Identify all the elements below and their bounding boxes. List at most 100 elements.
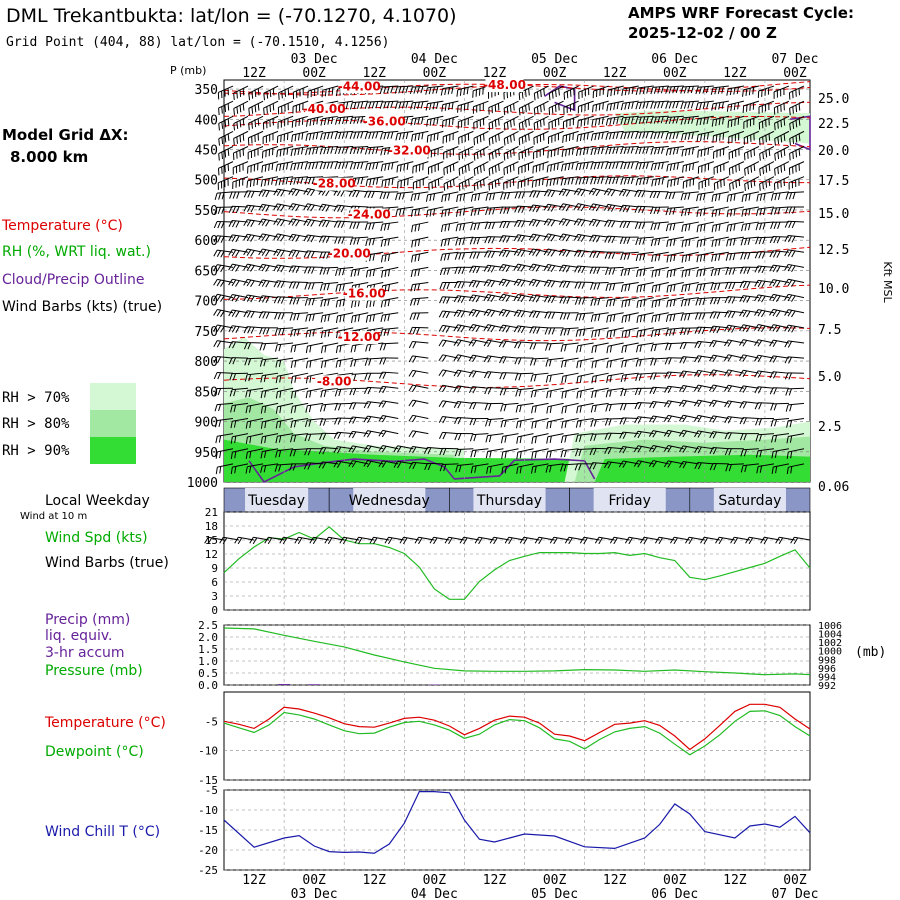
wind-barb-flag	[311, 298, 315, 306]
wind-barb-flag	[579, 134, 582, 142]
wind-barb-flag	[439, 296, 443, 304]
wind-barb-flag	[696, 225, 699, 233]
wind-barb-flag	[672, 207, 676, 215]
wind-barb-flag	[440, 224, 444, 233]
wind-barb-flag	[444, 239, 447, 247]
wind-barb-flag	[413, 117, 417, 126]
wind-barb-staff	[502, 309, 519, 314]
wind-barb-flag	[414, 269, 417, 277]
wind-barb-flag	[515, 405, 519, 413]
wind-barb-flag	[353, 116, 357, 124]
wind-barb-flag	[363, 387, 368, 395]
wind-barb-flag	[251, 91, 254, 99]
wind-barb-flag	[733, 208, 736, 216]
wind-barb-staff	[697, 266, 714, 271]
wind-barb-flag	[436, 101, 439, 109]
wind-barb-flag	[372, 314, 375, 322]
wind-barb-flag	[386, 86, 390, 94]
wind-barb-flag	[294, 134, 297, 142]
wind-barb-flag	[271, 162, 274, 170]
wind-barb-flag	[207, 537, 213, 545]
wind-barb-flag	[462, 208, 466, 216]
wind-barb-flag	[368, 238, 372, 246]
wind-barb-flag	[657, 131, 661, 139]
wind-barb-staff	[232, 418, 249, 422]
wind-barb-flag	[728, 448, 732, 456]
wind-barb-flag	[753, 163, 756, 172]
wind-barb-flag	[639, 359, 642, 367]
wind-barb-flag	[414, 133, 417, 141]
wind-barb-flag	[246, 249, 252, 256]
pressure-tick-label: 1002	[818, 638, 842, 649]
wind-barb-flag	[777, 222, 781, 229]
wind-barb-flag	[408, 462, 413, 469]
wind-barb-staff	[578, 100, 594, 107]
wind-barb-flag	[762, 208, 766, 216]
wind-barb-flag	[494, 135, 497, 143]
wind-barb-flag	[579, 162, 582, 170]
wind-barb-flag	[661, 162, 664, 170]
wind-barb-flag	[277, 296, 282, 304]
wind-barb-flag	[520, 250, 526, 257]
wind-barb-flag	[715, 209, 718, 217]
wind-barb-flag	[603, 188, 609, 196]
wind-barb-flag	[733, 223, 736, 231]
wind-barb-flag	[664, 386, 669, 393]
wind-barb-staff	[217, 372, 234, 374]
wind-barb-staff	[773, 355, 790, 359]
wind-barb-flag	[427, 463, 432, 471]
wind-barb-flag	[412, 356, 417, 363]
wind-barb-flag	[660, 101, 664, 109]
wind-barb-flag	[613, 314, 616, 322]
wind-barb-flag	[769, 371, 774, 379]
wind-barb-flag	[590, 162, 594, 170]
wind-barb-flag	[744, 238, 747, 246]
wind-barb-flag	[623, 417, 627, 425]
wind-barb-staff	[563, 100, 579, 108]
wind-barb-staff	[322, 115, 339, 120]
wind-barb-flag	[504, 435, 507, 443]
wind-barb-flag	[578, 177, 582, 185]
wind-barb-staff	[637, 251, 654, 255]
wind-barb-flag	[682, 400, 687, 408]
wind-barb-staff	[487, 206, 504, 209]
wind-barb-staff	[502, 418, 519, 422]
wind-barb-flag	[360, 116, 364, 124]
wind-barb-staff	[442, 236, 459, 241]
wind-barb-staff	[277, 161, 294, 166]
wind-barb-flag	[615, 176, 619, 184]
wind-barb-flag	[295, 266, 300, 274]
wind-barb-staff	[563, 115, 579, 123]
wind-barb-flag	[613, 329, 616, 337]
wind-barb-flag	[702, 86, 706, 94]
wind-barb-staff	[788, 234, 805, 238]
wind-barb-flag	[459, 223, 462, 231]
wind-barb-staff	[533, 146, 549, 153]
wind-barb-flag	[783, 118, 786, 126]
wind-barb-flag	[639, 253, 642, 261]
pressure-tick-label: 1004	[818, 630, 842, 641]
wind-barb-flag	[656, 191, 661, 199]
wind-barb-flag	[276, 189, 282, 197]
wind-barb-flag	[316, 117, 319, 125]
date-label: 04 Dec	[411, 52, 458, 67]
wind-barb-flag	[784, 294, 789, 301]
wind-barb-flag	[282, 537, 288, 545]
time-tick-label: 00Z	[543, 66, 567, 81]
wind-barb-flag	[228, 294, 233, 301]
wind-barb-flag	[502, 294, 507, 302]
wind-barb-flag	[592, 219, 597, 227]
wind-barb-flag	[472, 355, 477, 362]
wind-barb-flag	[236, 121, 239, 129]
wind-barb-flag	[312, 329, 315, 337]
wind-barb-staff	[667, 327, 684, 330]
wind-barb-flag	[714, 239, 718, 247]
wind-barb-flag	[621, 331, 624, 339]
wind-barb-flag	[457, 370, 462, 378]
wind-barb-flag	[683, 328, 687, 335]
precip-pressure-panel: 0.00.51.01.52.02.59929949969981000100210…	[198, 619, 886, 692]
wind-barb-flag	[227, 148, 230, 156]
wind-barb-flag	[598, 537, 603, 545]
wind-barb-flag	[725, 268, 729, 276]
wind-barb-flag	[309, 375, 312, 383]
